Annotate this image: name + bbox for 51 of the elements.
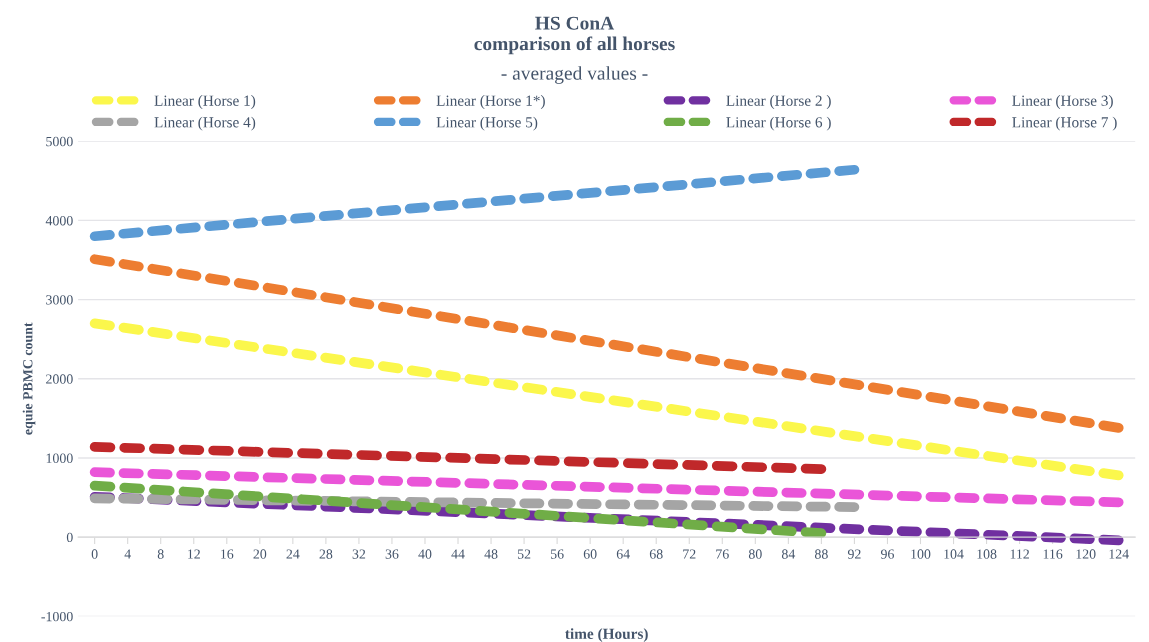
x-tick-label: 124: [1109, 549, 1129, 559]
x-tick-label: 84: [781, 549, 796, 559]
x-tick-label: 52: [517, 549, 531, 559]
x-tick-label: 36: [385, 549, 399, 559]
legend-label: Linear (Horse 7 ): [1012, 116, 1117, 131]
x-tick-label: 28: [319, 549, 333, 559]
x-tick-label: 116: [1043, 549, 1063, 559]
legend-label: Linear (Horse 1): [154, 95, 256, 109]
x-tick-label: 0: [91, 549, 98, 559]
x-tick-label: 12: [188, 549, 200, 559]
x-tick-label: 76: [716, 549, 729, 559]
x-tick-label: 92: [847, 549, 861, 559]
x-tick-label: 24: [286, 549, 300, 559]
x-tick-label: 80: [748, 549, 762, 559]
x-tick-label: 16: [221, 549, 234, 559]
x-tick-label: 60: [583, 549, 597, 559]
x-tick-label: 68: [649, 549, 663, 559]
x-tick-label: 40: [418, 549, 432, 559]
y-tick-label: 3000: [46, 295, 73, 305]
x-tick-label: 32: [352, 549, 366, 559]
y-axis-title: equie PBMC count: [22, 322, 36, 435]
x-tick-label: 108: [977, 549, 997, 559]
y-tick-label: 0: [66, 532, 73, 543]
legend-label: Linear (Horse 2 ): [726, 95, 831, 109]
y-tick-label: 1000: [46, 453, 73, 463]
legend-label: Linear (Horse 5): [436, 116, 538, 131]
x-tick-label: 48: [484, 549, 498, 559]
x-tick-label: 20: [253, 549, 267, 559]
x-axis-title: time (Hours): [565, 628, 648, 642]
legend-label: Linear (Horse 3): [1012, 95, 1113, 109]
y-tick-label: -1000: [41, 611, 73, 622]
x-tick-label: 72: [683, 549, 696, 559]
x-tick-label: 112: [1010, 549, 1029, 559]
chart-title: HS ConA comparison of all horses: [474, 16, 675, 55]
x-tick-label: 120: [1076, 549, 1096, 559]
x-tick-label: 64: [616, 549, 630, 559]
legend-label: Linear (Horse 6 ): [726, 116, 831, 131]
chart-subtitle: - averaged values -: [501, 66, 648, 84]
y-tick-label: 4000: [45, 216, 73, 226]
x-tick-label: 56: [550, 549, 564, 559]
x-tick-label: 104: [944, 549, 964, 559]
y-tick-label: 5000: [46, 136, 73, 147]
x-tick-label: 4: [124, 549, 131, 559]
x-tick-label: 8: [157, 549, 164, 559]
x-tick-label: 96: [880, 549, 894, 559]
legend-label: Linear (Horse 4): [154, 116, 256, 131]
x-tick-label: 88: [814, 549, 828, 559]
y-tick-label: 2000: [46, 374, 73, 384]
legend-label: Linear (Horse 1*): [436, 95, 545, 109]
x-tick-label: 100: [911, 549, 931, 559]
x-tick-label: 44: [451, 549, 465, 559]
